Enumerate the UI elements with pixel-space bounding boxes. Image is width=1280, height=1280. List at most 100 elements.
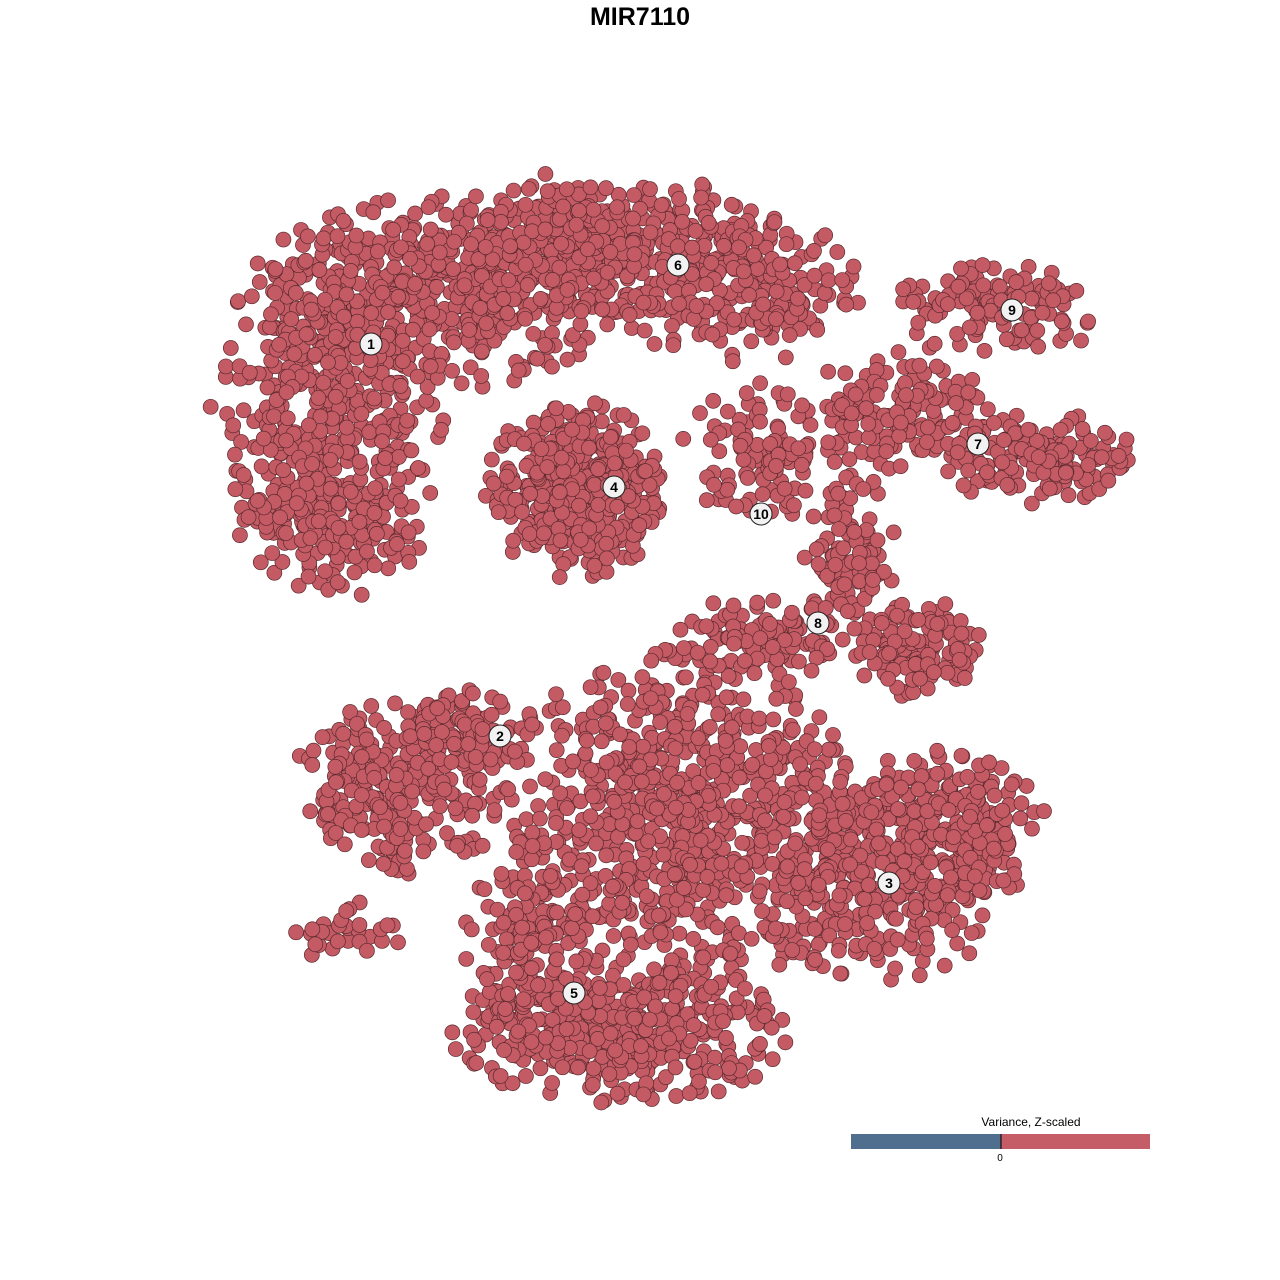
cell-point <box>399 412 416 429</box>
cell-point <box>486 802 503 819</box>
cell-point <box>1036 803 1052 820</box>
cell-point <box>620 682 637 699</box>
cell-point <box>698 492 715 508</box>
cell-point <box>310 513 327 530</box>
cell-point <box>581 439 597 456</box>
cell-point <box>728 498 744 515</box>
cell-point <box>314 729 331 745</box>
cell-point <box>322 451 339 468</box>
cell-point <box>695 882 712 898</box>
cell-point <box>962 808 978 825</box>
cell-point <box>588 835 604 852</box>
cell-point <box>732 437 749 454</box>
cell-point <box>738 385 755 401</box>
cell-point <box>856 667 873 684</box>
cell-point <box>388 767 405 783</box>
cell-point <box>806 741 823 758</box>
cell-point <box>842 856 858 873</box>
cell-point <box>553 449 570 466</box>
cell-point <box>919 419 936 436</box>
cell-point <box>908 899 925 915</box>
cell-point <box>979 464 995 481</box>
cell-point <box>1045 292 1061 309</box>
cell-point <box>940 463 957 480</box>
cell-point <box>752 375 768 392</box>
cell-point <box>379 917 396 934</box>
cell-point <box>586 557 603 574</box>
cell-point <box>667 740 684 757</box>
cell-point <box>222 340 239 356</box>
cell-point <box>807 775 824 792</box>
cell-point <box>1008 274 1025 290</box>
cell-point <box>631 517 648 533</box>
cell-point <box>559 351 576 368</box>
cell-point <box>482 751 499 768</box>
cell-point <box>678 669 694 686</box>
cell-point <box>492 1068 509 1084</box>
cell-point <box>863 804 880 821</box>
cell-point <box>461 322 478 338</box>
cell-point <box>625 210 641 227</box>
cell-point <box>665 337 682 354</box>
cell-point <box>602 1025 619 1042</box>
cell-point <box>830 942 847 959</box>
cell-point <box>753 832 770 849</box>
cell-point <box>227 446 243 463</box>
cell-point <box>555 556 572 572</box>
cell-point <box>724 353 741 370</box>
cell-point <box>397 842 413 859</box>
cell-point <box>415 843 432 860</box>
cell-point <box>640 833 657 850</box>
cell-point <box>446 334 462 351</box>
cell-point <box>890 801 906 817</box>
cell-point <box>981 754 997 771</box>
cell-point <box>599 316 616 333</box>
cell-point <box>959 769 976 785</box>
cell-point <box>671 925 688 942</box>
cell-point <box>986 787 1003 804</box>
cell-point <box>1012 810 1029 827</box>
cell-point <box>649 800 665 817</box>
cell-point <box>233 434 249 450</box>
cell-point <box>642 690 659 707</box>
cell-point <box>558 181 575 198</box>
cell-point <box>635 738 651 755</box>
cell-point <box>869 387 885 403</box>
cell-point <box>416 725 433 742</box>
cell-point <box>671 191 687 207</box>
cell-point <box>300 568 317 585</box>
cell-point <box>386 259 403 276</box>
cell-point <box>583 762 599 778</box>
cell-point <box>493 214 509 230</box>
cell-point <box>392 378 409 394</box>
cell-point <box>749 594 766 611</box>
cell-point <box>705 763 722 779</box>
cell-point <box>826 454 843 470</box>
cell-point <box>687 223 704 239</box>
cell-point <box>363 305 380 321</box>
cell-point <box>619 696 636 712</box>
cell-point <box>956 670 973 686</box>
cell-point <box>705 595 722 612</box>
cell-point <box>584 1076 601 1093</box>
cell-point <box>372 799 388 816</box>
cell-point <box>517 310 534 327</box>
cell-point <box>615 407 632 423</box>
cell-point <box>710 706 727 723</box>
cell-point <box>1003 776 1020 793</box>
cell-point <box>434 724 450 740</box>
cell-point <box>525 325 542 342</box>
cell-point <box>1093 449 1110 466</box>
cell-point <box>590 497 607 513</box>
cell-point <box>636 322 653 339</box>
cell-point <box>598 180 614 197</box>
cell-point <box>668 799 684 816</box>
cell-point <box>656 786 672 802</box>
chart-title: MIR7110 <box>589 3 691 31</box>
cell-point <box>380 192 396 209</box>
cell-point <box>811 709 828 726</box>
cell-point <box>584 908 601 925</box>
cell-point <box>999 477 1016 493</box>
cell-point <box>832 773 849 790</box>
cell-point <box>468 188 484 205</box>
